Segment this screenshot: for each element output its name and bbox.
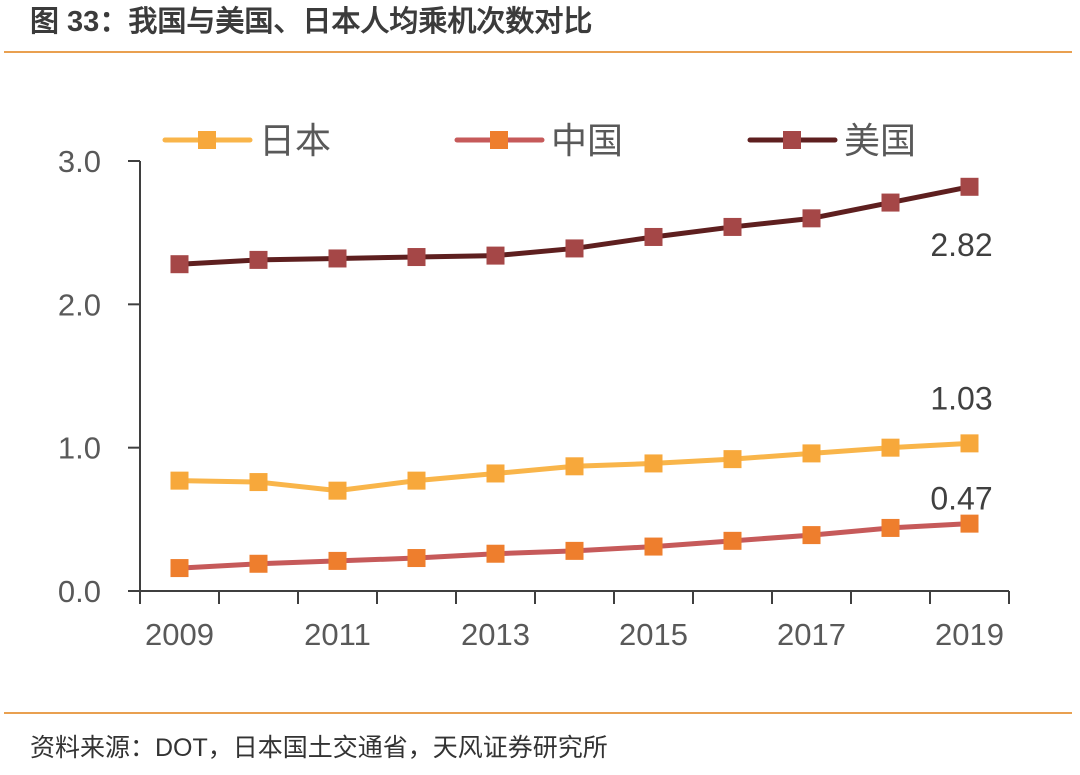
data-point-marker: [407, 471, 426, 490]
y-tick-label: 3.0: [58, 144, 101, 179]
x-tick-label: 2011: [304, 617, 371, 652]
x-tick-label: 2019: [935, 617, 1004, 652]
data-point-marker: [960, 177, 979, 196]
data-point-marker: [881, 193, 900, 212]
data-point-marker: [565, 541, 584, 560]
legend-label: 美国: [844, 120, 916, 161]
data-label: 1.03: [930, 380, 992, 416]
data-point-marker: [328, 551, 347, 570]
data-label: 0.47: [930, 481, 992, 517]
series-2: [170, 514, 979, 578]
legend-item: 中国: [454, 120, 623, 161]
y-tick-label: 0.0: [58, 574, 101, 609]
data-point-marker: [486, 464, 505, 483]
series-3: [170, 177, 979, 274]
data-point-marker: [881, 438, 900, 457]
data-point-marker: [644, 227, 663, 246]
data-point-marker: [881, 518, 900, 537]
data-point-marker: [802, 444, 821, 463]
data-point-marker: [565, 239, 584, 258]
legend-marker: [783, 131, 801, 149]
line-chart: 0.0 1.0 2.0 3.0 2009 2011 2013 2015 2017 2019 1.03…: [58, 120, 1010, 652]
data-point-marker: [407, 549, 426, 568]
legend-label: 日本: [259, 120, 331, 161]
data-point-marker: [723, 450, 742, 469]
data-point-marker: [249, 473, 268, 492]
data-point-marker: [565, 457, 584, 476]
data-point-marker: [486, 246, 505, 265]
series-1: [170, 434, 979, 500]
x-tick-label: 2013: [461, 617, 530, 652]
data-point-marker: [249, 554, 268, 573]
x-tick-label: 2009: [145, 617, 214, 652]
y-tick-label: 1.0: [58, 431, 101, 466]
legend-label: 中国: [551, 120, 623, 161]
legend-item: 美国: [747, 120, 916, 161]
data-point-marker: [960, 434, 979, 453]
data-label: 2.82: [930, 227, 992, 263]
data-point-marker: [170, 255, 189, 274]
source-note: 资料来源：DOT，日本国土交通省，天风证券研究所: [30, 734, 608, 762]
legend-item: 日本: [162, 120, 331, 161]
data-point-marker: [170, 471, 189, 490]
data-point-marker: [644, 454, 663, 473]
legend-marker: [198, 131, 216, 149]
y-tick-label: 2.0: [58, 287, 101, 322]
data-point-marker: [407, 248, 426, 267]
legend-marker: [490, 131, 508, 149]
figure-title: 图 33：我国与美国、日本人均乘机次数对比: [30, 6, 593, 38]
data-point-marker: [723, 531, 742, 550]
source-divider: [4, 712, 1072, 714]
data-point-marker: [644, 537, 663, 556]
data-point-marker: [723, 217, 742, 236]
data-point-marker: [328, 481, 347, 500]
legend: 日本 中国 美国: [162, 120, 916, 161]
data-point-marker: [960, 514, 979, 533]
x-tick-label: 2017: [777, 617, 846, 652]
data-point-marker: [170, 559, 189, 578]
data-point-marker: [486, 544, 505, 563]
title-divider: [4, 51, 1072, 53]
data-point-marker: [328, 249, 347, 268]
data-point-marker: [249, 250, 268, 269]
x-tick-label: 2015: [619, 617, 688, 652]
data-point-marker: [802, 209, 821, 228]
data-point-marker: [802, 526, 821, 545]
